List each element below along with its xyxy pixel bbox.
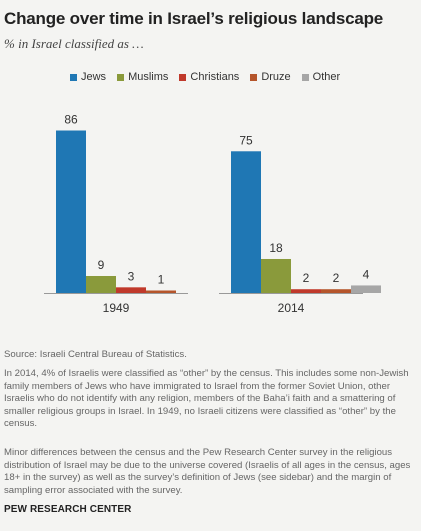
bar-druze-1949: [146, 290, 176, 293]
legend-label-jews: Jews: [81, 71, 107, 83]
bar-jews-1949: [56, 130, 86, 293]
legend-swatch-other: [301, 73, 309, 81]
legend-item-muslims: Muslims: [117, 71, 168, 83]
note-other-classification: In 2014, 4% of Israelis were classified …: [4, 368, 409, 430]
legend-swatch-muslims: [117, 73, 125, 81]
data-label-muslims-1949: 9: [98, 258, 105, 272]
legend-swatch-jews: [70, 73, 77, 81]
chart-title: Change over time in Israel’s religious l…: [4, 9, 384, 28]
legend-item-druze: Druze: [250, 71, 291, 83]
data-label-muslims-2014: 18: [269, 241, 283, 255]
legend-label-muslims: Muslims: [128, 71, 169, 83]
data-label-jews-1949: 86: [64, 113, 78, 127]
x-tick-label-2014: 2014: [278, 301, 305, 315]
source-note: Source: Israeli Central Bureau of Statis…: [4, 349, 187, 360]
legend-swatch-druze: [250, 73, 258, 81]
data-label-druze-2014: 2: [333, 271, 340, 285]
bar-druze-2014: [321, 289, 351, 293]
x-tick-label-1949: 1949: [103, 301, 130, 315]
footer-credit: PEW RESEARCH CENTER: [4, 504, 132, 515]
bar-muslims-1949: [86, 275, 116, 293]
legend-item-jews: Jews: [70, 71, 106, 83]
legend-label-christians: Christians: [190, 71, 240, 83]
legend-item-christians: Christians: [179, 71, 239, 83]
bar-jews-2014: [231, 151, 261, 293]
data-label-other-2014: 4: [363, 267, 370, 281]
bar-christians-1949: [116, 287, 146, 293]
data-label-jews-2014: 75: [239, 133, 253, 147]
bar-muslims-2014: [261, 258, 291, 293]
note-survey-differences: Minor differences between the census and…: [4, 447, 411, 496]
bar-chart: 1949 86 9 3 1 2014 75 18 2 2 4: [44, 113, 381, 315]
bar-christians-2014: [291, 289, 321, 293]
legend-swatch-christians: [179, 73, 187, 81]
legend-label-other: Other: [312, 71, 341, 83]
chart-subtitle: % in Israel classified as …: [4, 36, 144, 51]
data-label-christians-2014: 2: [303, 271, 310, 285]
data-label-druze-1949: 1: [158, 273, 165, 287]
data-label-christians-1949: 3: [128, 269, 135, 283]
legend-item-other: Other: [301, 71, 341, 83]
legend-label-druze: Druze: [261, 71, 291, 83]
bar-other-2014: [351, 285, 381, 293]
legend: Jews Muslims Christians Druze Other: [70, 71, 340, 83]
